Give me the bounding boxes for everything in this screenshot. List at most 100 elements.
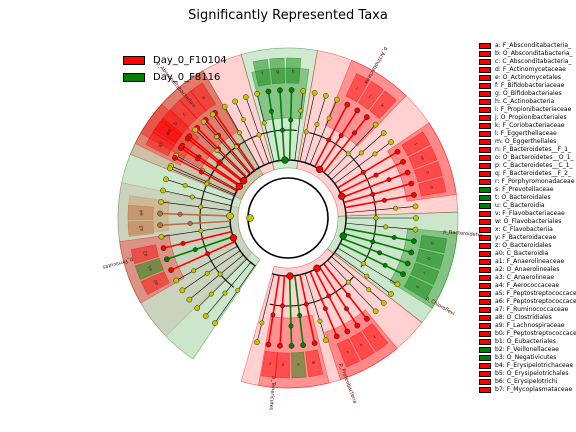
cladogram-branch: [331, 132, 384, 180]
taxa-legend-entry: a2: O_Anaerolineales: [479, 266, 576, 274]
taxa-legend-entry: k: F_Coriobacteriaceae: [479, 122, 576, 130]
cladogram-node: [157, 210, 163, 217]
taxa-legend-swatch: [479, 114, 491, 122]
taxa-legend-label: w: O_Flavobacteriales: [495, 218, 562, 225]
cladogram-branch: [196, 258, 248, 309]
node-code-label: a3: [139, 225, 145, 231]
cladogram-branch: [345, 206, 416, 214]
node-code-label: l: [412, 143, 418, 147]
taxa-legend-swatch: [479, 66, 491, 74]
cladogram-node: [229, 234, 238, 242]
cladogram-branch: [304, 95, 327, 163]
cladogram-branch: [323, 263, 368, 320]
cladogram-node: [383, 224, 388, 230]
cladogram-node: [243, 94, 249, 100]
leaf-label-cell: [361, 323, 389, 352]
cladogram-branch: [279, 275, 286, 346]
taxa-legend-swatch: [479, 178, 491, 186]
cladogram-node: [204, 181, 210, 187]
cladogram-branch: [279, 90, 286, 161]
taxa-legend-label: z: O_Bacteroidales: [495, 242, 552, 249]
cladogram-node: [380, 300, 387, 306]
cladogram-node: [408, 180, 415, 187]
cladogram-branch: [181, 145, 241, 186]
cladogram-branch: [318, 109, 359, 170]
cladogram-node: [345, 292, 351, 298]
taxa-legend-entry: u: C_Bacteroidia: [479, 202, 576, 210]
cladogram-node: [177, 211, 183, 217]
cladogram-node: [373, 172, 379, 178]
cladogram-node: [237, 130, 242, 136]
cladogram-node: [382, 262, 388, 268]
cladogram-node: [338, 192, 346, 200]
cladogram-node: [280, 303, 285, 309]
cladogram-branch: [267, 91, 280, 161]
clade-highlight-sector: [387, 122, 457, 202]
taxa-legend-swatch: [479, 338, 491, 346]
cladogram-node: [411, 238, 417, 244]
cladogram-node: [339, 232, 347, 240]
cladogram-node: [198, 204, 204, 210]
cladogram-branch: [214, 112, 256, 171]
taxa-legend-label: k: F_Coriobacteriaceae: [495, 122, 565, 129]
cladogram-node: [297, 312, 303, 318]
taxa-legend-entry: l: F_Eggerthellaceae: [479, 130, 576, 138]
taxa-legend-swatch: [479, 378, 491, 386]
cladogram-node: [358, 150, 364, 156]
cladogram-node: [391, 235, 397, 240]
node-code-label: t: [371, 334, 376, 340]
cladogram-node: [200, 118, 207, 125]
taxa-legend-label: c: C_Absconditabacteria_: [495, 58, 572, 65]
taxa-legend-swatch: [479, 362, 491, 370]
cladogram-node: [364, 273, 370, 279]
root-circle: [247, 177, 329, 259]
cladogram-node: [323, 92, 329, 99]
taxa-legend-label: y: F_Bacteroidaceae: [495, 234, 557, 241]
cladogram-node: [404, 169, 411, 176]
cladogram-node: [394, 281, 401, 288]
cladogram-branch: [267, 275, 280, 345]
cladogram-node: [204, 270, 210, 276]
taxa-legend-label: v: F_Flavobacteriaceae: [495, 210, 565, 217]
cladogram-node: [167, 165, 173, 172]
clade-highlight-sector: [325, 59, 407, 147]
cladogram-branch: [256, 93, 275, 162]
leaf-label-cell: [252, 58, 271, 87]
cladogram-branch: [318, 266, 359, 327]
cladogram-branch: [182, 250, 241, 291]
cladogram-node: [345, 151, 351, 157]
taxa-legend-swatch: [479, 42, 491, 50]
taxa-legend-entry: a1: F_Anaerolineaceae: [479, 258, 576, 266]
node-code-label: a5: [157, 141, 165, 149]
taxa-legend-swatch: [479, 306, 491, 314]
taxa-legend-entry: m: O_Eggerthellales: [479, 138, 576, 146]
leaf-label-cell: [408, 145, 438, 170]
cladogram-node: [388, 291, 394, 297]
cladogram-node: [338, 133, 344, 139]
taxa-legend-swatch: [479, 58, 491, 66]
taxa-legend-entry: a8: O_Clostridiales: [479, 314, 576, 322]
cladogram-node: [254, 339, 260, 345]
cladogram-node: [381, 197, 387, 203]
taxa-legend-label: g: O_Bifidobacteriales: [495, 90, 562, 97]
taxa-legend-swatch: [479, 194, 491, 202]
cladogram-node: [386, 177, 392, 183]
clade-highlight-sector: [119, 234, 185, 304]
taxa-legend-swatch: [479, 130, 491, 138]
cladogram-node: [216, 160, 222, 166]
cladogram-node: [370, 191, 376, 197]
cladogram-node: [413, 215, 419, 221]
taxa-legend-swatch: [479, 202, 491, 210]
cladogram-node: [298, 108, 304, 114]
taxa-legend-entry: b: O_Absconditabacteria_: [479, 50, 576, 58]
cladogram-node: [354, 322, 361, 329]
taxa-legend-label: d: F_Actinomycetaceae: [495, 66, 566, 73]
cladogram-node: [412, 226, 419, 233]
cladogram-branch: [294, 275, 304, 346]
cladogram-node: [326, 115, 332, 121]
taxa-legend-swatch: [479, 370, 491, 378]
taxa-legend-swatch: [479, 186, 491, 194]
taxa-legend-swatch: [479, 210, 491, 218]
node-code-label: k: [379, 103, 385, 110]
